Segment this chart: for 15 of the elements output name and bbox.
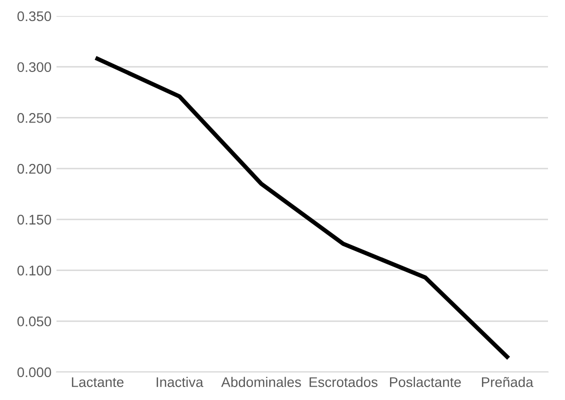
y-tick-label: 0.300 xyxy=(17,62,52,72)
x-tick-label: Poslactante xyxy=(390,376,461,388)
y-tick-label: 0.350 xyxy=(17,11,52,22)
x-tick-label: Escrotados xyxy=(310,376,378,388)
y-tick-label: 0.100 xyxy=(17,266,52,276)
y-tick-label: 0.000 xyxy=(17,367,52,378)
y-tick-label: 0.150 xyxy=(17,214,52,225)
y-tick-label: 0.200 xyxy=(17,164,52,174)
x-tick-label: Lactante xyxy=(72,377,124,388)
y-tick-label: 0.250 xyxy=(17,113,52,123)
x-tick-label: Abdominales xyxy=(221,376,301,388)
y-tick-label: 0.050 xyxy=(17,316,52,326)
x-tick-label: Inactiva xyxy=(156,376,204,388)
x-tick-label: Preñada xyxy=(482,376,534,388)
line-series xyxy=(95,56,510,359)
